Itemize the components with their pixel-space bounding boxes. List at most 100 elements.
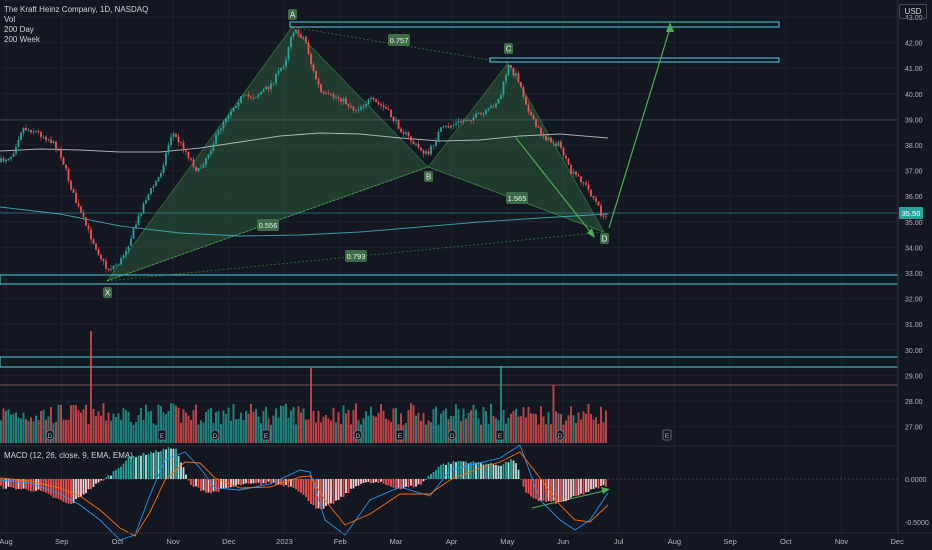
dividend-marker[interactable] xyxy=(555,429,565,441)
price-axis[interactable]: 43.0042.0041.0040.0039.0038.0037.0036.00… xyxy=(905,15,923,432)
volume-bar xyxy=(445,408,447,443)
macd-legend[interactable]: MACD (12, 26, close, 9, EMA, EMA) xyxy=(4,451,133,460)
candle-body xyxy=(275,73,277,84)
macd-axis[interactable]: 0.0000 -0.5000 xyxy=(905,477,929,527)
volume-bar xyxy=(387,419,390,443)
macd-histogram-bar xyxy=(77,479,80,498)
price-tick-label: 30.00 xyxy=(905,348,923,355)
candle-body xyxy=(585,182,587,185)
candle-body xyxy=(80,206,82,213)
resistance-zone-c[interactable] xyxy=(489,57,780,63)
horizontal-zones[interactable] xyxy=(0,21,899,386)
support-zone-33[interactable] xyxy=(0,274,899,285)
candle-body xyxy=(477,113,480,115)
candle-body xyxy=(587,184,590,190)
volume-bar xyxy=(507,417,510,443)
volume-bar xyxy=(462,408,465,443)
indicator-200-day[interactable]: 200 Day xyxy=(4,25,34,34)
macd-histogram-bar xyxy=(487,464,490,479)
candle-body xyxy=(310,54,312,65)
volume-bar xyxy=(170,403,172,443)
macd-histogram-bar xyxy=(75,479,77,500)
currency-button[interactable]: USD xyxy=(899,4,927,19)
macd-histogram-bar xyxy=(527,479,530,494)
dividend-marker[interactable] xyxy=(45,429,55,441)
event-marker-label: E xyxy=(665,433,670,440)
candle-body xyxy=(542,134,545,137)
earnings-marker[interactable] xyxy=(495,429,505,441)
macd-histogram-bar xyxy=(2,479,5,489)
candle-body xyxy=(525,97,527,105)
volume-bar xyxy=(15,412,17,443)
volume-bar xyxy=(240,412,242,443)
candle-body xyxy=(377,102,380,105)
volume-bar xyxy=(447,418,450,443)
indicator-200-week[interactable]: 200 Week xyxy=(4,35,40,44)
macd-histogram-bar xyxy=(567,479,570,500)
volume-bar xyxy=(440,413,442,443)
macd-histogram-bar xyxy=(207,479,210,493)
volume-bar xyxy=(45,419,47,443)
dividend-marker[interactable] xyxy=(210,429,220,441)
pattern-point-b: B xyxy=(426,173,431,182)
candle-body xyxy=(127,246,130,251)
volume-bar xyxy=(470,410,472,443)
candle-body xyxy=(115,264,117,266)
candle-body xyxy=(175,133,177,137)
macd-histogram-bar xyxy=(382,479,385,484)
volume-bar xyxy=(197,424,200,443)
volume-bar xyxy=(300,412,302,443)
candle-body xyxy=(52,141,55,143)
volume-bar xyxy=(297,406,300,443)
symbol-title[interactable]: The Kraft Heinz Company, 1D, NASDAQ xyxy=(4,5,149,14)
volume-bar xyxy=(345,413,347,443)
indicator-vol[interactable]: Vol xyxy=(4,15,16,24)
dividend-marker[interactable] xyxy=(447,429,457,441)
price-tick-label: 39.00 xyxy=(905,117,923,124)
candle-body xyxy=(220,128,222,131)
candle-body xyxy=(15,146,17,154)
macd-histogram-bar xyxy=(317,479,320,509)
volume-bar xyxy=(480,424,482,443)
time-tick-label: Nov xyxy=(835,537,849,546)
volume-bar xyxy=(560,413,562,443)
volume-bar xyxy=(242,420,245,443)
support-zone-30[interactable] xyxy=(0,356,899,368)
macd-histogram-bar xyxy=(202,479,205,491)
volume-bar xyxy=(455,404,457,443)
macd-histogram-bar xyxy=(137,455,140,479)
event-marker-label: E xyxy=(160,433,165,440)
candle-body xyxy=(412,141,415,145)
macd-histogram-bar xyxy=(165,449,167,479)
volume-bar xyxy=(427,420,430,443)
volume-bar xyxy=(415,415,417,443)
macd-histogram-bar xyxy=(205,479,207,493)
macd-histogram-bar xyxy=(605,479,607,487)
candle-body xyxy=(507,65,510,76)
time-tick-label: Jun xyxy=(557,537,569,546)
resistance-zone-top[interactable] xyxy=(289,21,780,28)
earnings-marker[interactable] xyxy=(395,429,405,441)
volume-bar xyxy=(147,411,150,443)
candle-body xyxy=(295,29,297,33)
volume-bar xyxy=(75,405,77,443)
earnings-marker[interactable] xyxy=(662,429,672,441)
volume-bar xyxy=(565,420,567,443)
candle-body xyxy=(12,153,15,157)
macd-histogram-bar xyxy=(235,479,237,486)
macd-histogram-bar xyxy=(315,479,317,509)
candle-body xyxy=(95,243,97,250)
candle-body xyxy=(62,157,65,165)
macd-histogram-bar xyxy=(380,479,382,482)
time-axis[interactable]: Aug Sep Oct Nov Dec 2023 Feb Mar Apr May Jun Jul Aug… xyxy=(0,537,904,546)
volume-bar xyxy=(167,411,170,443)
dividend-marker[interactable] xyxy=(353,429,363,441)
earnings-marker[interactable] xyxy=(261,429,271,441)
macd-histogram-bar xyxy=(47,479,50,494)
volume-bar xyxy=(280,405,282,443)
macd-histogram-bar xyxy=(262,479,265,484)
earnings-marker[interactable] xyxy=(157,429,167,441)
volume-bar xyxy=(430,422,432,443)
